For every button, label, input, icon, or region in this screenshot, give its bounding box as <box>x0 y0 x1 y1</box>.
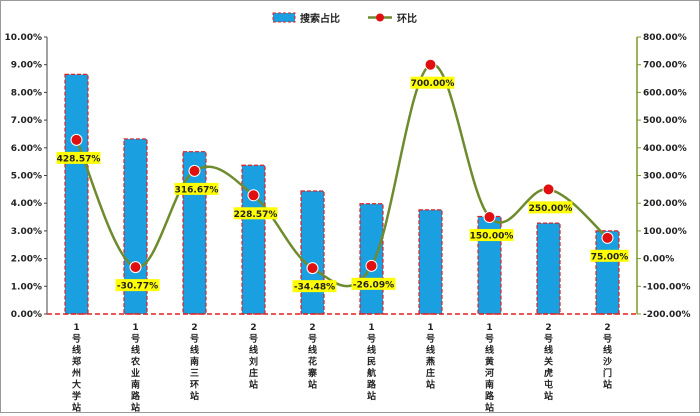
line-point <box>483 211 496 224</box>
y-right-tick-label: 600.00% <box>643 88 687 98</box>
y-right-tick-label: 400.00% <box>643 144 687 154</box>
legend-swatch-marker <box>376 13 384 22</box>
bar <box>64 73 89 315</box>
line-point <box>247 189 260 202</box>
line-point <box>601 231 614 244</box>
bar <box>123 138 148 315</box>
y-right-tick-label: 200.00% <box>643 199 687 209</box>
line-path <box>75 63 609 288</box>
line-series <box>70 58 614 288</box>
x-tick-label: 2 号线花寨站 <box>307 323 318 391</box>
data-label-bg <box>292 280 337 293</box>
data-labels: 428.57% -30.77% 316.67% 228.57% -34.48% -26.0… <box>56 76 629 293</box>
x-tick-label: 1 号线黄河南路站 <box>485 323 495 412</box>
y-right-tick-label: 700.00% <box>643 61 687 71</box>
data-label-bg <box>174 182 219 195</box>
data-label-bg <box>528 201 573 214</box>
y-left-tick-label: 10.00% <box>5 33 43 43</box>
y-left-tick-label: 8.00% <box>11 88 42 98</box>
y-left-tick-label: 1.00% <box>11 282 42 292</box>
y-right-tick-label: -200.00% <box>643 310 690 320</box>
axes: 0.00% 1.00% 2.00% 3.00% 4.00% 5.00% 6.00% 7.00%… <box>5 33 691 414</box>
data-label-bg <box>115 279 160 292</box>
x-tick-label: 1 号线农业南路站 <box>130 323 141 412</box>
line-point <box>70 133 83 146</box>
y-left-tick-label: 0.00% <box>11 310 42 320</box>
data-label-bg <box>233 207 278 220</box>
y-left-tick-label: 2.00% <box>11 255 42 265</box>
data-label-bg <box>590 249 629 262</box>
bar <box>300 190 325 315</box>
x-tick-label: 1 号线燕庄站 <box>426 323 435 391</box>
data-label: -26.09% <box>353 280 394 290</box>
data-label: -30.77% <box>117 282 158 292</box>
bar <box>359 203 384 315</box>
x-tick-label: 1 号线郑州大学站 <box>71 323 81 412</box>
legend-label-line: 环比 <box>397 12 417 25</box>
y-left-tick-label: 4.00% <box>11 199 42 209</box>
y-left-tick-label: 3.00% <box>11 227 42 237</box>
x-tick-label: 2 号线南三环站 <box>190 323 199 402</box>
legend-swatch-bar <box>272 12 296 23</box>
data-label: 228.57% <box>234 210 278 220</box>
data-label: 700.00% <box>411 79 455 89</box>
line-point <box>424 58 437 71</box>
x-tick-label: 2 号线刘庄站 <box>249 323 258 391</box>
x-tick-label: 2 号线关虎屯站 <box>544 323 553 402</box>
line-point <box>188 164 201 177</box>
data-label: -34.48% <box>294 283 335 293</box>
data-label: 75.00% <box>591 252 629 262</box>
data-label-bg <box>410 76 455 89</box>
legend: 搜索占比 环比 <box>272 12 417 25</box>
y-left-tick-label: 6.00% <box>11 144 42 154</box>
data-label: 150.00% <box>470 232 514 242</box>
y-right-tick-label: 500.00% <box>643 116 687 126</box>
x-tick-label: 1 号线民航路站 <box>367 323 377 402</box>
y-left-tick-label: 7.00% <box>11 116 42 126</box>
data-label-bg <box>56 151 101 164</box>
y-right-tick-label: 0.00% <box>643 255 674 265</box>
legend-label-bar: 搜索占比 <box>300 12 340 25</box>
data-label: 250.00% <box>529 204 573 214</box>
line-point <box>306 262 319 275</box>
line-point <box>542 183 555 196</box>
bar <box>418 209 443 315</box>
x-tick-label: 2 号线沙门站 <box>603 323 612 391</box>
line-point <box>129 261 142 274</box>
data-label-bg <box>469 229 514 242</box>
data-label-bg <box>351 277 396 290</box>
y-right-tick-label: 800.00% <box>643 33 687 43</box>
y-left-tick-label: 5.00% <box>11 172 42 182</box>
y-left-tick-label: 9.00% <box>11 61 42 71</box>
data-label: 428.57% <box>57 154 101 164</box>
data-label: 316.67% <box>175 185 219 195</box>
y-right-tick-label: 100.00% <box>643 227 687 237</box>
line-point <box>365 259 378 272</box>
y-right-tick-label: -100.00% <box>643 282 690 292</box>
bar <box>536 222 561 315</box>
y-right-tick-label: 300.00% <box>643 172 687 182</box>
